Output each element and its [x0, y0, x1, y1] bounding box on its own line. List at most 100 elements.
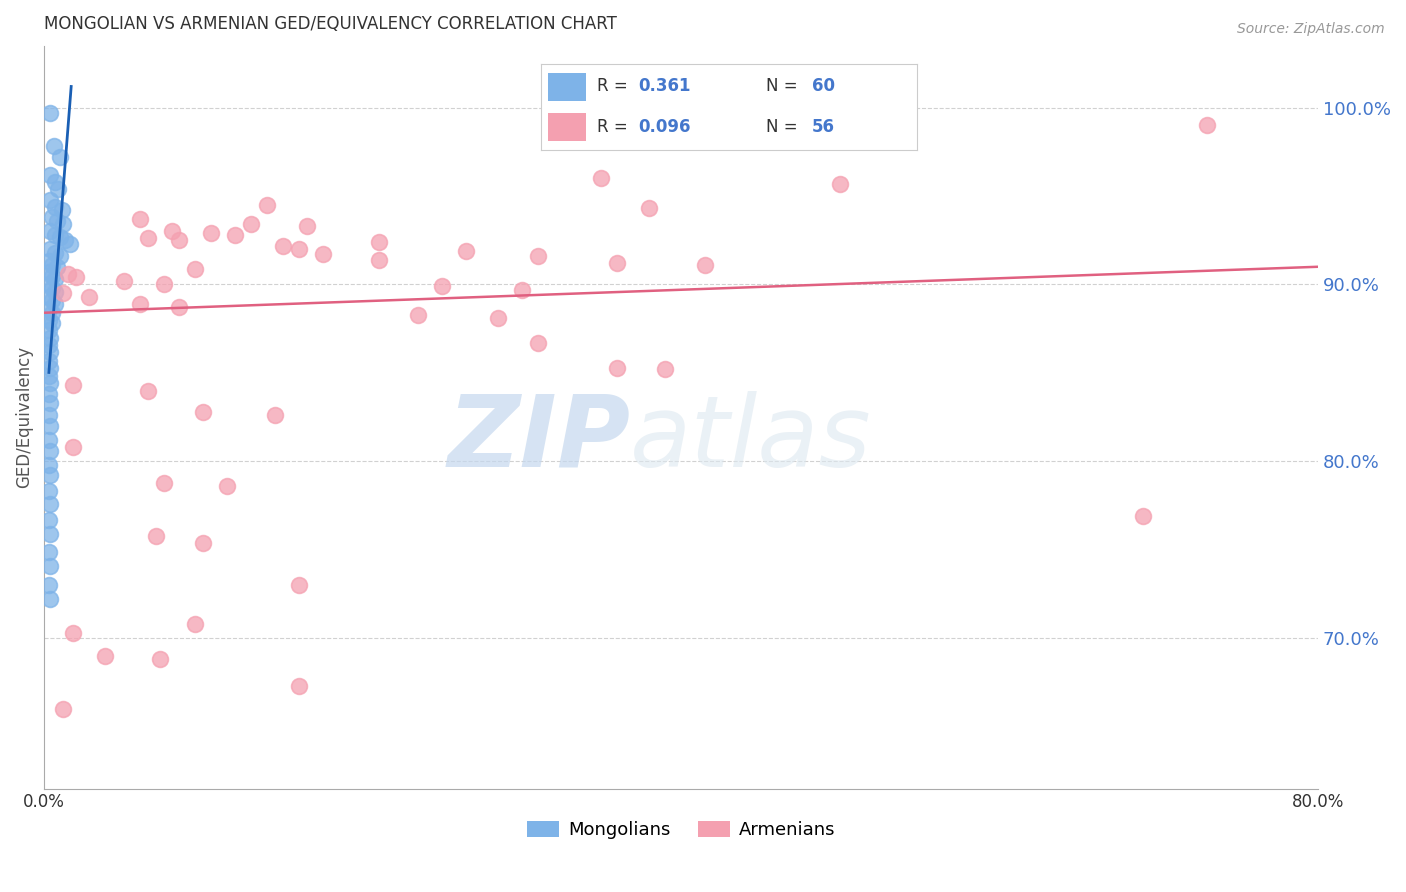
Point [49, 150, 72, 164]
Text: atlas: atlas [630, 391, 872, 488]
Point [39, 193, 62, 207]
Point [184, 617, 207, 632]
Point [432, 279, 454, 293]
Point [38, 369, 60, 384]
Point [39, 419, 62, 434]
Point [42, 139, 65, 153]
Point [65, 270, 87, 285]
Point [224, 227, 246, 242]
Point [200, 226, 222, 240]
Point [39, 106, 62, 120]
Point [39, 224, 62, 238]
Point [41, 306, 63, 320]
Point [38, 265, 60, 279]
Point [39, 330, 62, 344]
Point [49, 229, 72, 244]
Point [58, 236, 80, 251]
Point [44, 297, 66, 311]
Point [41, 281, 63, 295]
Point [510, 283, 533, 297]
Point [49, 249, 72, 263]
Point [136, 231, 159, 245]
Point [136, 384, 159, 398]
Point [288, 679, 311, 693]
Point [145, 528, 167, 542]
Point [38, 544, 60, 558]
Point [41, 293, 63, 308]
Point [53, 233, 76, 247]
Point [38, 254, 60, 268]
Point [39, 443, 62, 458]
Legend: Mongolians, Armenians: Mongolians, Armenians [519, 814, 842, 847]
Point [830, 177, 852, 191]
Point [38, 353, 60, 368]
Point [51, 203, 73, 218]
Point [312, 247, 335, 261]
Point [39, 526, 62, 541]
Point [591, 171, 613, 186]
Point [271, 238, 294, 252]
Point [41, 317, 63, 331]
Point [39, 396, 62, 410]
Point [38, 578, 60, 592]
Point [486, 311, 509, 326]
Point [367, 252, 389, 267]
Point [39, 376, 62, 391]
Point [456, 244, 478, 258]
Point [217, 479, 239, 493]
Y-axis label: GED/Equivalency: GED/Equivalency [15, 346, 32, 488]
Point [638, 202, 661, 216]
Point [606, 256, 628, 270]
Point [45, 214, 67, 228]
Point [41, 211, 63, 225]
Point [45, 260, 67, 274]
Point [184, 261, 207, 276]
Point [39, 592, 62, 607]
Point [128, 297, 150, 311]
Point [606, 360, 628, 375]
Point [62, 440, 84, 454]
Point [62, 378, 84, 392]
Point [193, 405, 215, 419]
Point [367, 235, 389, 249]
Point [193, 535, 215, 549]
Point [295, 219, 318, 233]
Point [38, 277, 60, 292]
Point [38, 290, 60, 304]
Point [288, 578, 311, 592]
Point [1195, 118, 1218, 132]
Point [38, 484, 60, 499]
Point [38, 337, 60, 351]
Point [38, 458, 60, 472]
Point [408, 308, 430, 322]
Point [169, 301, 191, 315]
Point [38, 513, 60, 527]
Point [39, 344, 62, 359]
Point [288, 242, 311, 256]
Point [41, 258, 63, 272]
Point [44, 175, 66, 189]
Point [52, 702, 75, 716]
Point [149, 652, 172, 666]
Point [693, 258, 716, 272]
Point [41, 268, 63, 283]
Point [38, 302, 60, 317]
Point [38, 323, 60, 337]
Point [527, 335, 550, 350]
Text: MONGOLIAN VS ARMENIAN GED/EQUIVALENCY CORRELATION CHART: MONGOLIAN VS ARMENIAN GED/EQUIVALENCY CO… [44, 15, 617, 33]
Point [44, 285, 66, 299]
Point [62, 626, 84, 640]
Point [52, 286, 75, 301]
Point [39, 497, 62, 511]
Point [38, 387, 60, 401]
Point [38, 433, 60, 447]
Point [52, 217, 75, 231]
Text: ZIP: ZIP [447, 391, 630, 488]
Text: Source: ZipAtlas.com: Source: ZipAtlas.com [1237, 22, 1385, 37]
Point [152, 475, 174, 490]
Point [93, 648, 115, 663]
Point [56, 267, 79, 281]
Point [264, 409, 287, 423]
Point [38, 313, 60, 327]
Point [44, 200, 66, 214]
